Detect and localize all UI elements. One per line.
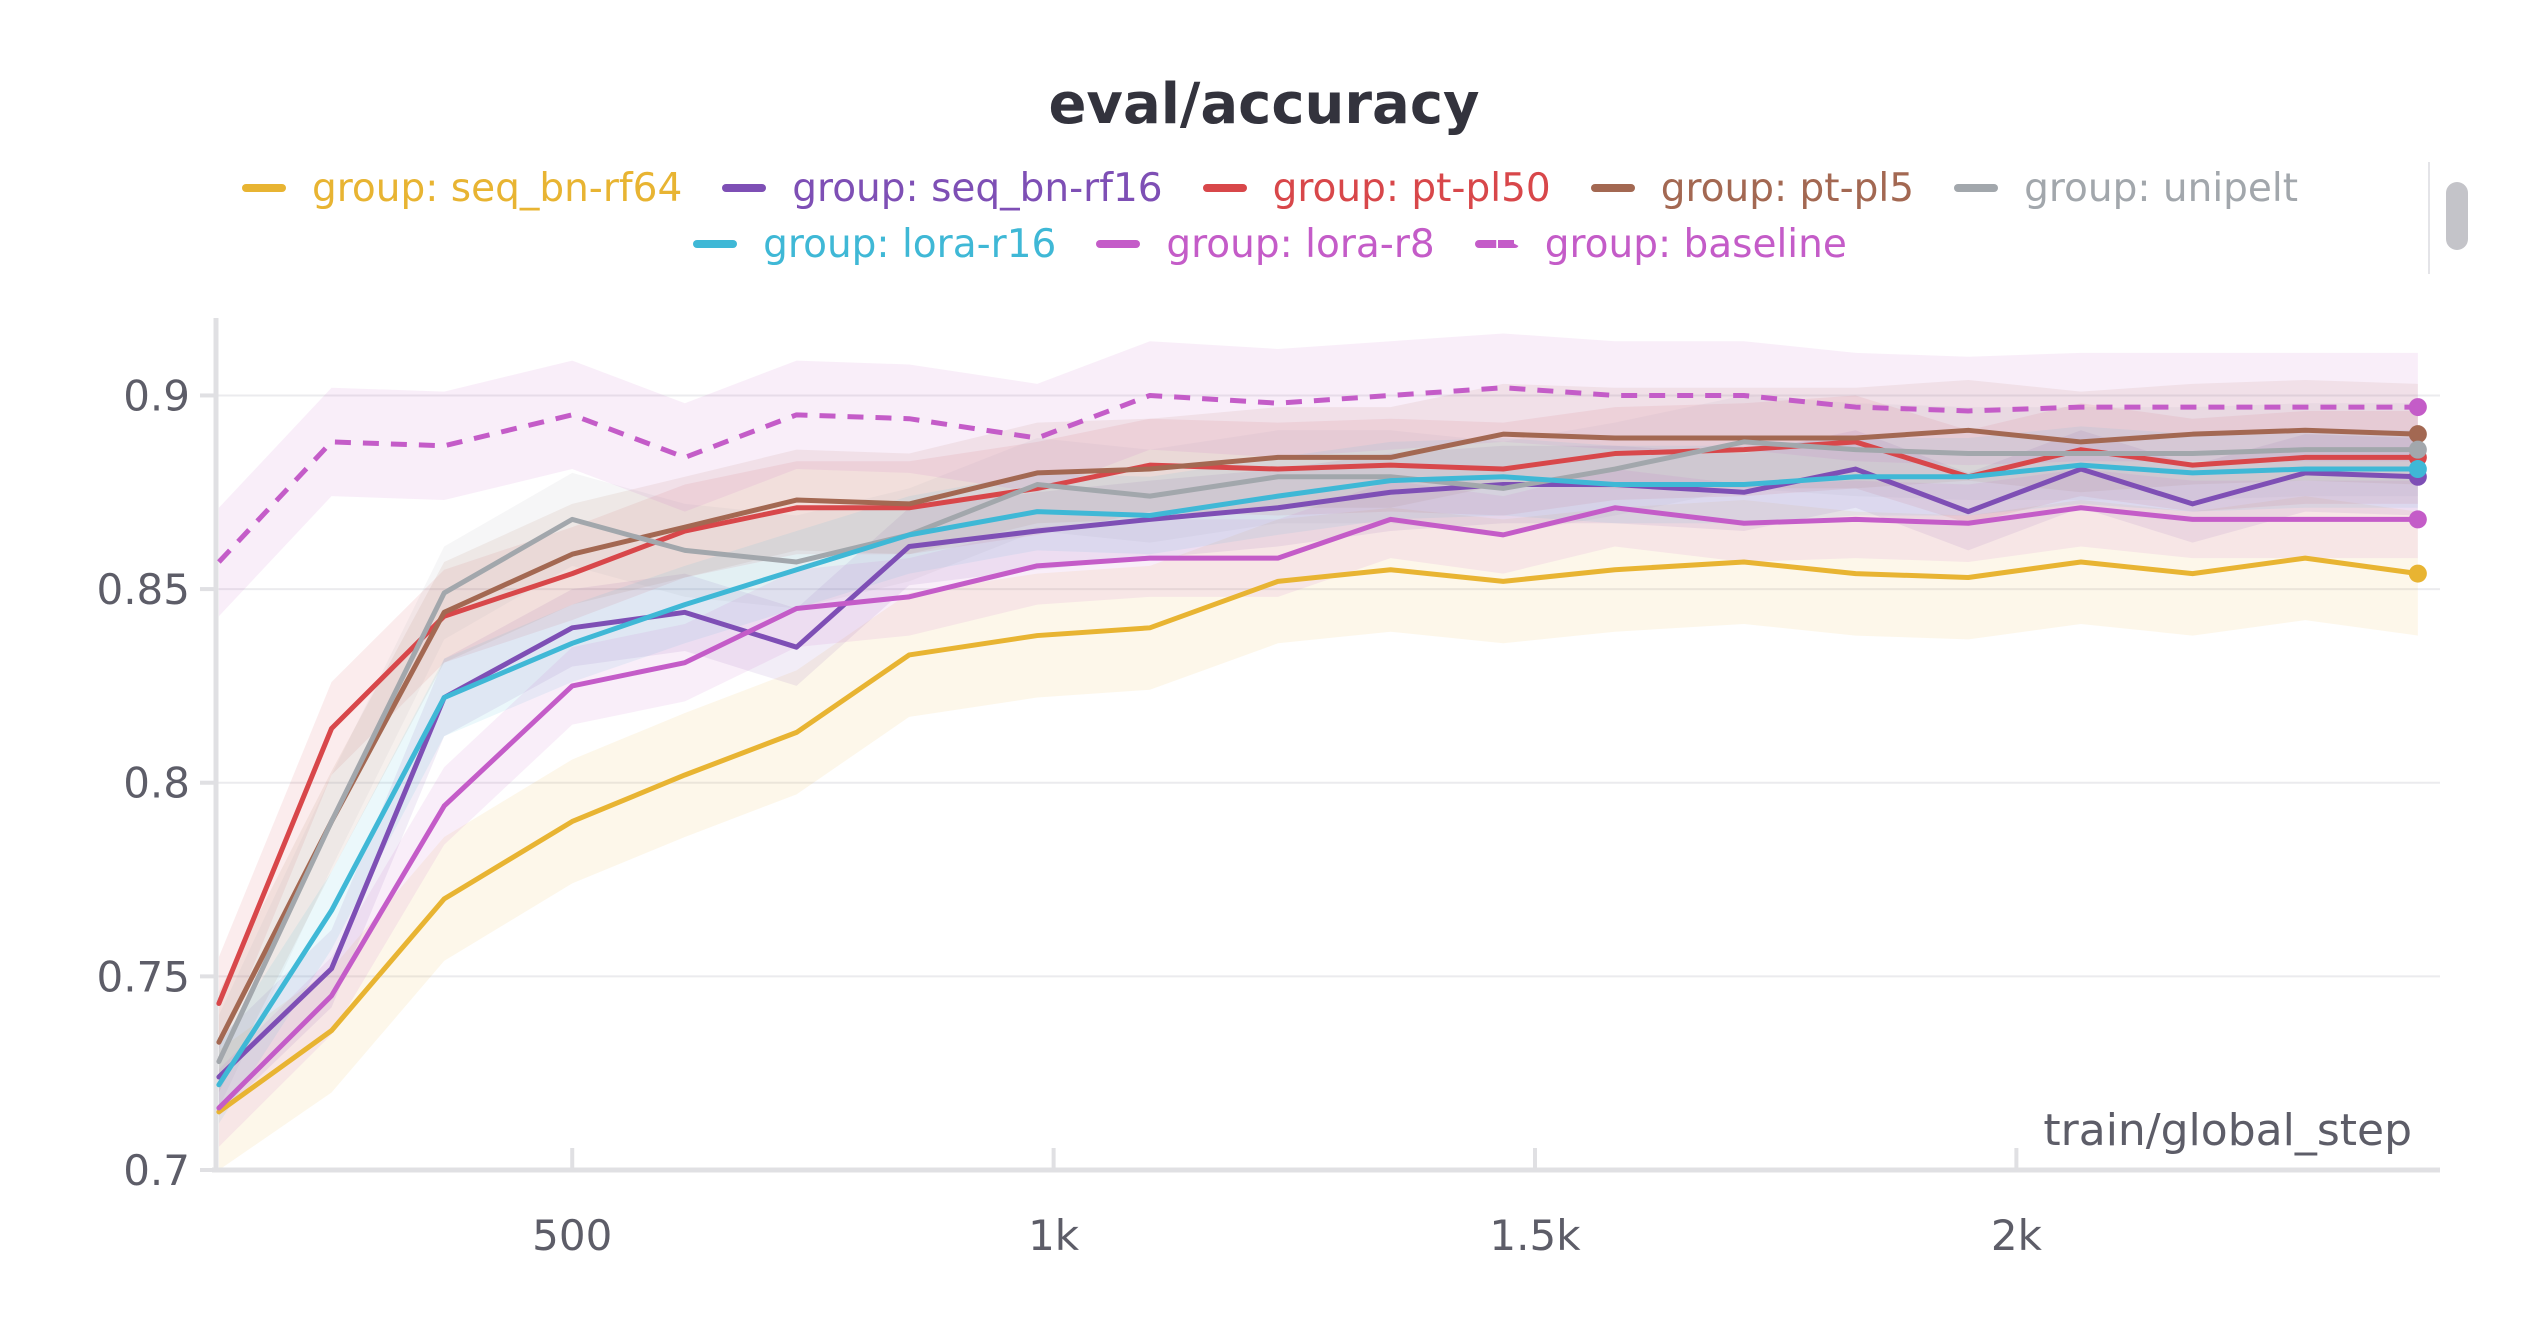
series-line[interactable] xyxy=(216,466,2421,1080)
legend-row: group: seq_bn-rf64 group: seq_bn-rf16 grou… xyxy=(150,160,2390,216)
series-line[interactable] xyxy=(216,439,2421,1065)
legend-swatch xyxy=(1474,240,1519,248)
series-lines xyxy=(216,385,2421,1115)
legend-item[interactable]: group: pt-pl5 xyxy=(1590,165,1915,211)
series-end-point[interactable] xyxy=(2408,440,2427,459)
series-line[interactable] xyxy=(217,385,2418,564)
series-end-point[interactable] xyxy=(2408,564,2427,583)
y-tick-label: 0.85 xyxy=(96,565,190,614)
legend-label: group: unipelt xyxy=(2024,165,2299,211)
legend-swatch xyxy=(1954,184,1999,192)
series-end-point[interactable] xyxy=(2408,425,2427,444)
legend-swatch xyxy=(1202,184,1247,192)
legend-item[interactable]: group: pt-pl50 xyxy=(1202,165,1551,211)
series-end-point[interactable] xyxy=(2408,460,2427,479)
series-band xyxy=(218,395,2418,1109)
legend-item[interactable]: group: lora-r16 xyxy=(693,222,1056,267)
legend-label: group: pt-pl50 xyxy=(1272,165,1551,211)
series-band xyxy=(218,496,2418,1170)
y-tick-label: 0.8 xyxy=(123,759,190,808)
y-tick-label: 0.75 xyxy=(96,952,190,1001)
series-line[interactable] xyxy=(216,505,2421,1111)
legend-swatch xyxy=(241,184,286,192)
x-tick-label: 1k xyxy=(1028,1211,1080,1260)
x-axis-label: train/global_step xyxy=(2043,1105,2412,1156)
x-tick-label: 2k xyxy=(1991,1211,2043,1260)
legend-label: group: lora-r16 xyxy=(763,221,1057,267)
series-band xyxy=(218,333,2418,617)
legend-label: group: seq_bn-rf16 xyxy=(792,165,1163,211)
ticks: 0.7 0.75 0.8 0.85 0.9 500 1k 1.5k 2k xyxy=(96,371,2042,1260)
y-tick-label: 0.7 xyxy=(123,1146,190,1195)
x-tick-label: 1.5k xyxy=(1489,1211,1581,1260)
legend-item[interactable]: group: seq_bn-rf16 xyxy=(722,165,1163,211)
legend-label: group: pt-pl5 xyxy=(1660,165,1915,211)
chart-title: eval/accuracy xyxy=(1048,72,1480,137)
series-band xyxy=(218,430,2418,1116)
series-end-point[interactable] xyxy=(2408,510,2427,529)
series-end-point[interactable] xyxy=(2408,398,2427,417)
legend: group: seq_bn-rf64 group: seq_bn-rf16 grou… xyxy=(150,160,2390,272)
y-tick-label: 0.9 xyxy=(123,371,190,420)
legend-label: group: lora-r8 xyxy=(1166,221,1435,267)
series-line[interactable] xyxy=(216,427,2421,1045)
axes xyxy=(212,318,2440,1173)
legend-label: group: baseline xyxy=(1544,221,1847,267)
end-points xyxy=(2408,398,2427,583)
series-line[interactable] xyxy=(216,462,2421,1088)
legend-swatch xyxy=(1590,184,1635,192)
legend-swatch xyxy=(1096,240,1141,248)
series-line[interactable] xyxy=(216,555,2421,1115)
legend-item[interactable]: group: unipelt xyxy=(1954,166,2298,211)
legend-scrollbar[interactable] xyxy=(2428,162,2482,274)
grid-lines xyxy=(216,394,2440,978)
legend-item[interactable]: group: seq_bn-rf64 xyxy=(241,165,683,211)
legend-item[interactable]: group: lora-r8 xyxy=(1096,221,1435,267)
series-band xyxy=(218,426,2418,1124)
legend-swatch xyxy=(722,184,767,192)
x-tick-label: 500 xyxy=(532,1211,612,1260)
legend-item[interactable]: group: baseline xyxy=(1474,221,1847,267)
legend-label: group: seq_bn-rf64 xyxy=(311,165,683,211)
legend-row: group: lora-r16 group: lora-r8 group: base… xyxy=(150,216,2390,272)
scrollbar-thumb[interactable] xyxy=(2446,182,2468,250)
legend-swatch xyxy=(693,240,738,248)
